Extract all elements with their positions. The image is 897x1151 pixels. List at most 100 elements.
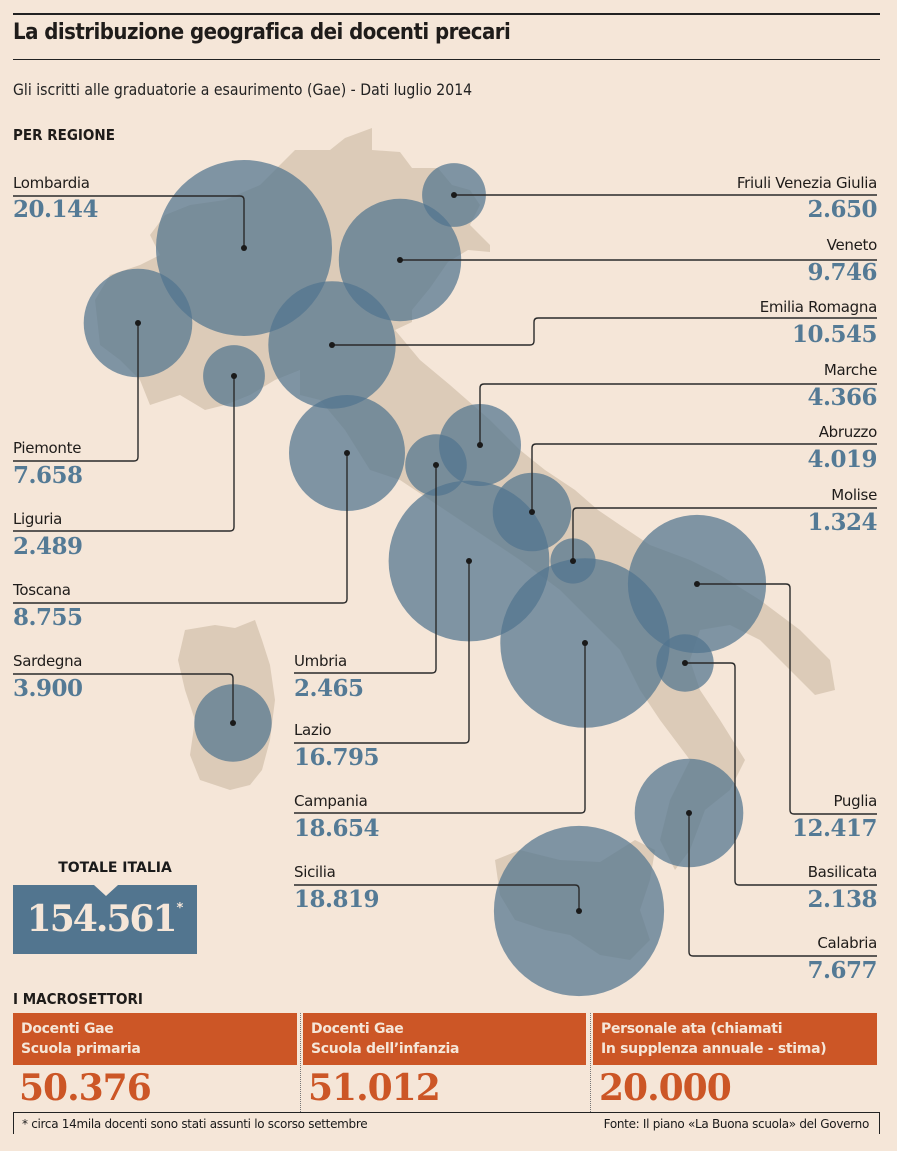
section-macrosettori: I MACROSETTORI bbox=[13, 990, 143, 1008]
total-value-row: 154.561 * bbox=[13, 897, 197, 941]
value-marche: 4.366 bbox=[807, 384, 877, 411]
leader-line-emilia-romagna bbox=[332, 317, 877, 346]
bubble-center-dot-calabria bbox=[686, 810, 692, 816]
italy-bubble-map bbox=[13, 128, 877, 997]
bubble-center-dot-liguria bbox=[231, 373, 237, 379]
leader-line-basilicata bbox=[685, 662, 877, 886]
total-label: TOTALE ITALIA bbox=[58, 860, 172, 876]
label-liguria: Liguria bbox=[13, 510, 62, 528]
bubble-center-dot-lazio bbox=[466, 558, 472, 564]
total-notch bbox=[94, 885, 118, 896]
value-basilicata: 2.138 bbox=[807, 886, 877, 913]
leader-line-sicilia bbox=[294, 884, 580, 911]
label-veneto: Veneto bbox=[826, 236, 878, 254]
bubble-center-dot-marche bbox=[477, 442, 483, 448]
leader-line-campania bbox=[294, 643, 586, 814]
macro-primaria-line1: Docenti Gae bbox=[21, 1021, 114, 1037]
label-marche: Marche bbox=[823, 361, 877, 379]
label-puglia: Puglia bbox=[833, 792, 877, 810]
macro-header-infanzia: Docenti Gae Scuola dell’infanzia bbox=[303, 1013, 586, 1065]
bubble-center-dot-veneto bbox=[397, 257, 403, 263]
bubble-center-dot-toscana bbox=[344, 450, 350, 456]
value-veneto: 9.746 bbox=[807, 259, 877, 286]
macro-infanzia-line2: Scuola dell’infanzia bbox=[311, 1041, 460, 1057]
leader-line-puglia bbox=[697, 583, 877, 815]
page-subtitle: Gli iscritti alle graduatorie a esaurime… bbox=[13, 80, 473, 99]
macro-ata-line2: In supplenza annuale - stima) bbox=[601, 1041, 827, 1057]
bubble-center-dot-campania bbox=[582, 640, 588, 646]
label-lombardia: Lombardia bbox=[13, 174, 90, 192]
leader-line-lazio bbox=[294, 561, 470, 744]
value-sicilia: 18.819 bbox=[294, 886, 380, 913]
label-emilia-romagna: Emilia Romagna bbox=[759, 298, 878, 316]
label-sardegna: Sardegna bbox=[13, 652, 83, 670]
label-calabria: Calabria bbox=[817, 934, 877, 952]
bubble-center-dot-friuli-venezia-giulia bbox=[451, 192, 457, 198]
leader-line-piemonte bbox=[13, 323, 139, 462]
leader-line-molise bbox=[572, 507, 877, 561]
value-liguria: 2.489 bbox=[13, 533, 83, 560]
center-dots-layer bbox=[135, 192, 700, 914]
macro-ata-line1: Personale ata (chiamati bbox=[601, 1021, 783, 1037]
value-lazio: 16.795 bbox=[294, 744, 380, 771]
page-title: La distribuzione geografica dei docenti … bbox=[13, 20, 511, 45]
leader-line-abruzzo bbox=[531, 443, 877, 512]
value-sardegna: 3.900 bbox=[13, 675, 83, 702]
total-box bbox=[13, 885, 197, 954]
bubble-center-dot-molise bbox=[570, 558, 576, 564]
bubble-center-dot-lombardia bbox=[241, 245, 247, 251]
value-lombardia: 20.144 bbox=[13, 196, 99, 223]
bubble-center-dot-basilicata bbox=[682, 660, 688, 666]
value-piemonte: 7.658 bbox=[13, 462, 83, 489]
bubble-center-dot-sicilia bbox=[576, 908, 582, 914]
label-sicilia: Sicilia bbox=[294, 863, 336, 881]
top-rule bbox=[13, 13, 880, 15]
leader-line-liguria bbox=[13, 376, 235, 532]
value-campania: 18.654 bbox=[294, 815, 380, 842]
macro-header-primaria: Docenti Gae Scuola primaria bbox=[13, 1013, 297, 1065]
bubble-center-dot-abruzzo bbox=[529, 509, 535, 515]
leader-line-umbria bbox=[294, 465, 437, 674]
macro-separator-1 bbox=[300, 1013, 301, 1112]
macro-value-primaria: 50.376 bbox=[19, 1067, 152, 1109]
label-umbria: Umbria bbox=[294, 652, 347, 670]
macro-header-ata: Personale ata (chiamati In supplenza ann… bbox=[593, 1013, 877, 1065]
label-basilicata: Basilicata bbox=[807, 863, 878, 881]
leader-line-marche bbox=[479, 383, 877, 445]
footer-box bbox=[13, 1112, 880, 1134]
bubble-center-dot-puglia bbox=[694, 581, 700, 587]
leader-line-lombardia bbox=[13, 195, 245, 248]
macro-separator-2 bbox=[590, 1013, 591, 1112]
value-friuli: 2.650 bbox=[807, 196, 877, 223]
macro-value-infanzia: 51.012 bbox=[308, 1067, 441, 1109]
value-puglia: 12.417 bbox=[791, 815, 878, 842]
macro-value-ata: 20.000 bbox=[599, 1067, 732, 1109]
label-campania: Campania bbox=[294, 792, 368, 810]
label-piemonte: Piemonte bbox=[13, 439, 82, 457]
value-emilia-romagna: 10.545 bbox=[791, 321, 878, 348]
label-lazio: Lazio bbox=[294, 721, 332, 739]
leader-line-toscana bbox=[13, 453, 348, 604]
title-rule bbox=[13, 59, 880, 60]
leader-line-calabria bbox=[688, 813, 877, 957]
macro-primaria-line2: Scuola primaria bbox=[21, 1041, 141, 1057]
leader-lines-layer bbox=[13, 194, 877, 957]
label-friuli: Friuli Venezia Giulia bbox=[736, 174, 877, 192]
bubble-center-dot-umbria bbox=[433, 462, 439, 468]
value-toscana: 8.755 bbox=[13, 604, 83, 631]
label-molise: Molise bbox=[831, 486, 877, 504]
total-footnote-marker: * bbox=[176, 901, 184, 916]
value-calabria: 7.677 bbox=[807, 957, 877, 984]
bubble-center-dot-piemonte bbox=[135, 320, 141, 326]
footnote: * circa 14mila docenti sono stati assunt… bbox=[22, 1117, 368, 1131]
macro-infanzia-line1: Docenti Gae bbox=[311, 1021, 404, 1037]
total-value: 154.561 bbox=[26, 898, 178, 940]
label-toscana: Toscana bbox=[13, 581, 71, 599]
value-molise: 1.324 bbox=[807, 509, 877, 536]
value-umbria: 2.465 bbox=[294, 675, 364, 702]
label-abruzzo: Abruzzo bbox=[818, 423, 878, 441]
bubble-center-dot-emilia-romagna bbox=[329, 342, 335, 348]
value-abruzzo: 4.019 bbox=[807, 446, 877, 473]
source-note: Fonte: Il piano «La Buona scuola» del Go… bbox=[603, 1117, 870, 1131]
section-per-regione: PER REGIONE bbox=[13, 126, 115, 144]
